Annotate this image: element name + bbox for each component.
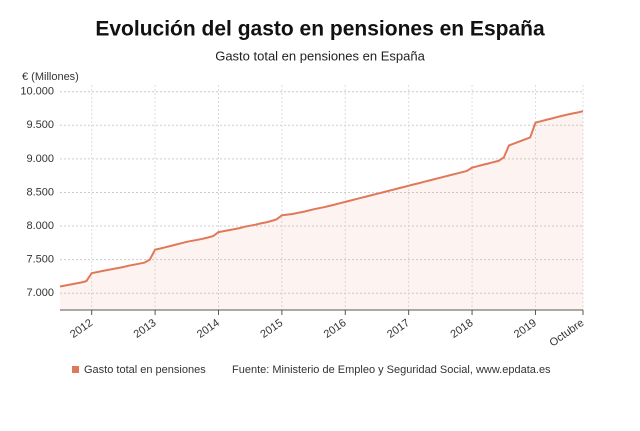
x-tick-label: 2017 <box>385 317 412 341</box>
x-tick-label: 2012 <box>68 317 95 341</box>
legend-label: Gasto total en pensiones <box>84 364 206 376</box>
area <box>60 111 583 310</box>
x-tick-label: 2015 <box>258 317 285 341</box>
line <box>59 110 584 288</box>
y-tick-label: 9.000 <box>26 153 54 165</box>
y-tick-label: 7.000 <box>26 287 54 299</box>
x-tick-label: 2016 <box>322 317 349 341</box>
legend-swatch <box>72 366 79 373</box>
y-tick-label: 10.000 <box>20 86 54 98</box>
chart-subtitle: Gasto total en pensiones en España <box>215 48 425 63</box>
x-tick-label: 2014 <box>195 317 222 341</box>
y-tick-label: 8.000 <box>26 220 54 232</box>
y-axis-label: € (Millones) <box>22 71 79 83</box>
y-tick-label: 9.500 <box>26 119 54 131</box>
y-tick-label: 8.500 <box>26 186 54 198</box>
x-tick-label: 2019 <box>512 317 539 341</box>
x-tick-label: 2013 <box>132 317 159 341</box>
chart-title: Evolución del gasto en pensiones en Espa… <box>95 18 545 41</box>
source: Fuente: Ministerio de Empleo y Seguridad… <box>232 364 551 376</box>
x-tick-label: 2018 <box>449 317 476 341</box>
y-tick-label: 7.500 <box>26 254 54 266</box>
x-tick-label: Octubre <box>547 317 586 349</box>
